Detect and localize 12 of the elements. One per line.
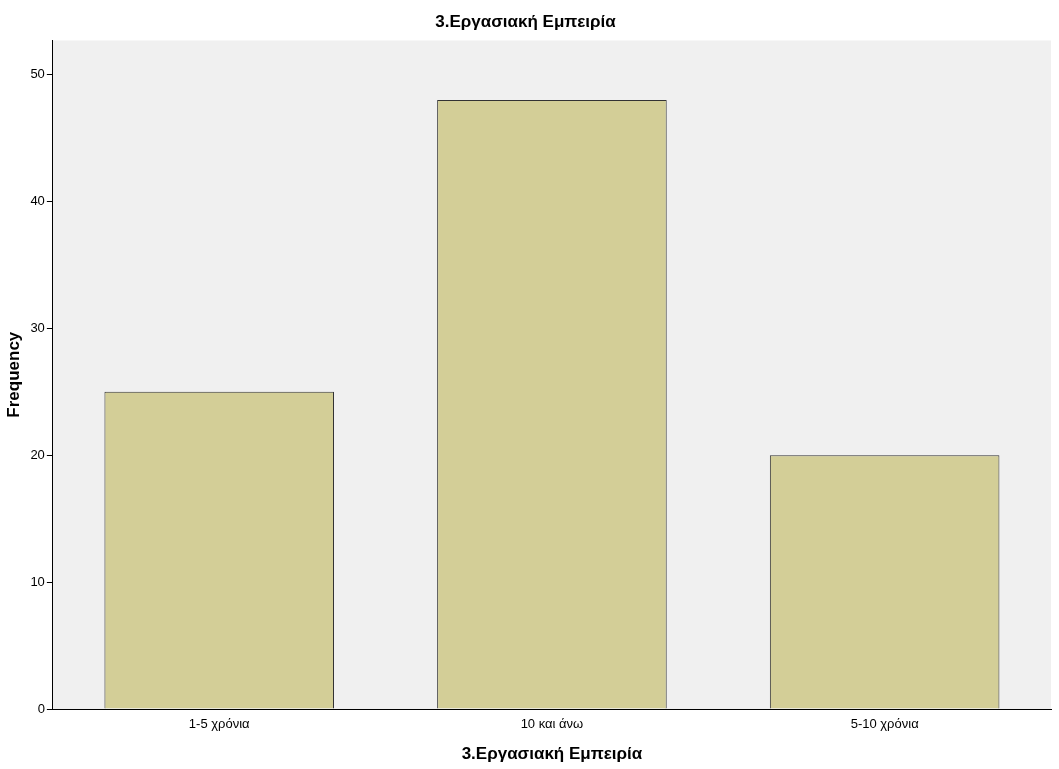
y-tick-label: 0	[37, 700, 45, 716]
y-tick-label: 20	[30, 446, 45, 462]
x-axis-title: 3.Εργασιακή Εμπειρία	[461, 744, 643, 764]
y-tick-label: 50	[30, 66, 45, 82]
y-tick-label: 10	[30, 573, 45, 589]
x-tick-label: 5-10 χρόνια	[850, 716, 920, 732]
y-tick-label: 40	[30, 193, 45, 209]
y-tick-label: 30	[30, 319, 45, 335]
x-tick-label: 10 και άνω	[520, 716, 584, 732]
y-axis-title: Frequency	[3, 331, 23, 418]
x-tick-label: 1-5 χρόνια	[188, 716, 251, 732]
chart-title: 3.Εργασιακή Εμπειρία	[435, 11, 617, 31]
